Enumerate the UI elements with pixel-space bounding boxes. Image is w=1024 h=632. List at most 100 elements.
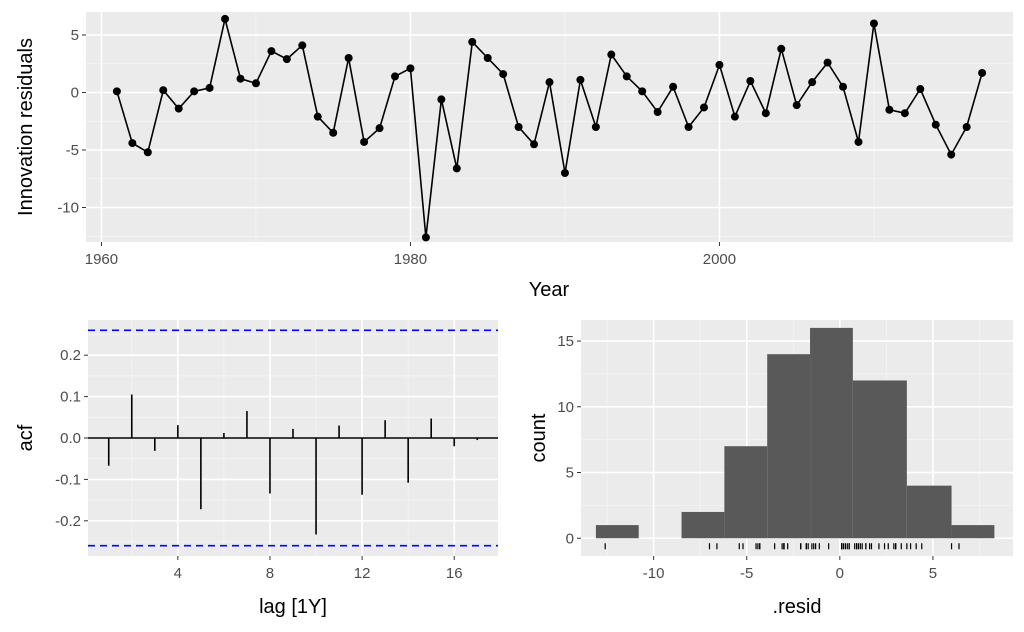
residual-point [854,137,863,146]
residual-point [900,109,909,118]
histogram-series [595,327,995,550]
time-plot-y-axis-title: Innovation residuals [15,38,37,216]
time-y-tick-label: -10 [57,200,79,217]
hist-x-tick-label: 5 [929,565,937,582]
residual-point [514,123,523,131]
residual-point [947,150,956,159]
residual-histogram: -10 -5 0 5 0 5 10 15 .resid count [528,320,1013,618]
histogram-x-axis-title: .resid [773,596,822,618]
residual-point [669,82,678,91]
residual-point [715,60,724,69]
residual-point [174,104,183,113]
hist-x-tick-label: -5 [740,565,753,582]
hist-y-tick-label: 0 [566,530,574,547]
residual-point [251,79,260,88]
residual-point [421,233,430,242]
hist-y-tick-label: 15 [557,333,574,350]
residual-point [978,68,987,77]
residual-point [267,47,276,56]
residual-point [375,124,384,133]
residual-point [545,78,554,87]
residual-point [869,19,878,28]
residual-point [313,112,322,121]
residual-point [962,123,971,131]
residual-point [159,86,168,95]
residual-point [560,169,569,177]
residual-point [916,85,925,94]
residual-point [483,54,492,62]
residual-point [653,108,662,117]
acf-y-tick-label: 0.1 [60,389,81,406]
residual-point [190,87,199,96]
residual-point [344,54,353,62]
hist-y-tick-label: 5 [566,465,574,482]
residual-point [700,103,708,112]
residual-point [730,112,739,121]
time-plot-panel-background [86,12,1013,242]
acf-plot: 4 8 12 16 0.2 0.1 0.0 -0.1 -0.2 lag [1Y] acf [15,320,498,618]
acf-y-axis-title: acf [15,424,37,451]
residual-point [437,95,446,104]
residual-point [792,101,801,110]
residual-point [530,140,539,149]
time-x-tick-label: 1960 [85,251,118,268]
residual-point [143,148,152,157]
acf-x-axis-title: lag [1Y] [259,596,327,618]
residual-point [808,78,817,87]
residual-point [576,75,585,84]
time-plot-gridlines [86,12,1013,242]
residual-point [746,77,755,85]
residual-point [236,74,245,83]
residuals-series [112,14,987,242]
histogram-bar [810,327,853,539]
residual-point [591,123,600,131]
histogram-bar [681,511,725,539]
residual-point [391,72,399,81]
residual-point [839,82,848,91]
residual-point [282,55,291,64]
residual-point [452,164,461,173]
acf-y-tick-label: -0.2 [55,513,81,530]
time-y-tick-label: 0 [71,85,79,102]
histogram-tick-labels: -10 -5 0 5 0 5 10 15 [557,333,937,582]
residual-point [221,14,230,23]
residual-point [607,50,616,59]
residual-point [360,137,369,146]
acf-y-tick-label: 0.2 [60,347,81,364]
residual-point [684,123,693,131]
acf-tick-labels: 4 8 12 16 0.2 0.1 0.0 -0.1 -0.2 [55,347,462,582]
acf-y-tick-label: 0.0 [60,430,81,447]
residual-point [298,41,307,50]
residual-point [205,83,214,92]
time-plot-x-axis-title: Year [529,279,570,301]
histogram-bar [595,525,639,539]
acf-x-tick-label: 8 [266,565,274,582]
residual-point [885,105,894,114]
residual-point [761,109,770,118]
acf-x-tick-label: 12 [354,565,371,582]
time-y-tick-label: 5 [71,27,79,44]
residual-point [112,87,121,96]
histogram-bar [852,380,907,539]
time-x-tick-label: 1980 [394,251,427,268]
hist-y-tick-label: 10 [557,399,574,416]
residual-point [499,70,508,79]
residual-point [931,120,940,129]
histogram-bar [767,354,811,539]
histogram-bar [906,485,952,539]
residual-point [638,87,647,96]
residual-point [777,44,786,53]
residual-point [329,128,338,137]
hist-x-tick-label: -10 [643,565,665,582]
residual-point [823,58,832,67]
residual-point [622,72,631,81]
hist-x-tick-label: 0 [836,565,844,582]
histogram-bar [724,446,768,539]
histogram-bar [951,525,995,539]
acf-x-tick-label: 4 [174,565,182,582]
residual-point [468,37,477,46]
time-x-tick-label: 2000 [703,251,736,268]
time-plot-tick-labels: 1960 1980 2000 5 0 -5 -10 [57,27,736,268]
residual-point [406,64,415,73]
